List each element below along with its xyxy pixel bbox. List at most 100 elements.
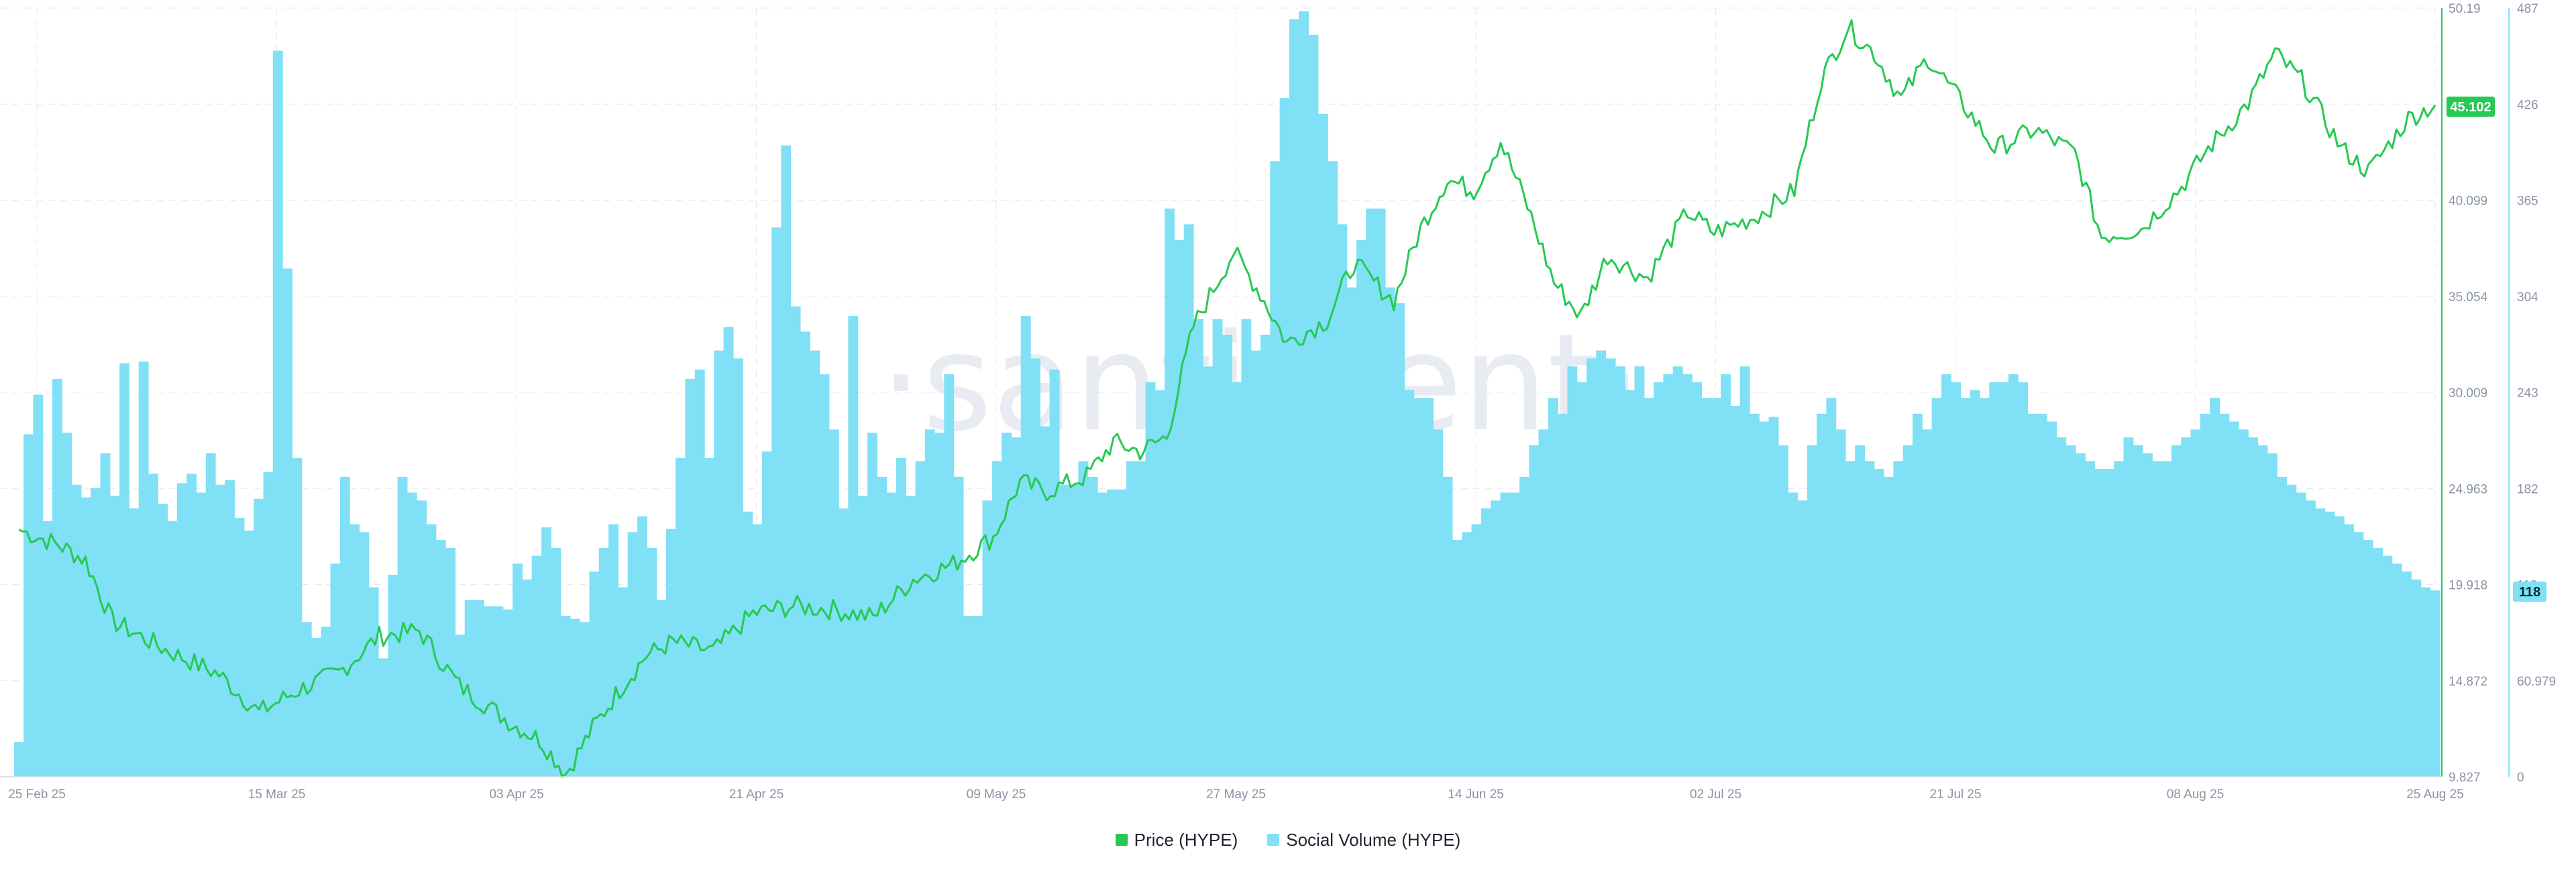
social-volume-bar xyxy=(694,369,705,777)
social-volume-bar xyxy=(953,476,964,777)
social-volume-bar xyxy=(474,600,484,777)
social-volume-bar xyxy=(618,587,629,777)
social-volume-bar xyxy=(129,508,140,777)
social-volume-bar xyxy=(1998,382,2009,777)
social-volume-bar xyxy=(2315,508,2326,777)
social-volume-bar xyxy=(1980,398,1990,777)
social-volume-bar xyxy=(877,476,888,777)
social-volume-bar xyxy=(656,600,667,777)
social-volume-bar xyxy=(1692,382,1703,777)
legend-item-price[interactable]: Price (HYPE) xyxy=(1115,830,1238,851)
social-volume-bar xyxy=(2286,484,2297,777)
social-volume-bar xyxy=(2190,429,2201,777)
social-volume-bar xyxy=(637,516,647,777)
social-volume-bar xyxy=(2133,445,2143,777)
social-volume-bar xyxy=(963,616,973,777)
legend: Price (HYPE) Social Volume (HYPE) xyxy=(0,826,2576,853)
social-volume-bar xyxy=(1855,445,1866,777)
social-volume-bar xyxy=(1318,113,1328,777)
social-volume-bar xyxy=(109,496,120,777)
social-volume-bar xyxy=(502,609,513,777)
social-volume-bar xyxy=(1960,398,1971,777)
social-volume-bar xyxy=(2123,437,2134,777)
social-volume-bar xyxy=(1078,461,1089,777)
social-volume-bar xyxy=(445,547,455,777)
social-volume-bar xyxy=(33,394,44,777)
social-volume-bar xyxy=(1011,437,1022,777)
social-volume-bar xyxy=(2248,437,2259,777)
x-tick-label: 02 Jul 25 xyxy=(1690,787,1741,802)
social-volume-bar xyxy=(215,484,225,777)
social-volume-bar xyxy=(2104,469,2114,777)
social-volume-bar xyxy=(1587,358,1597,777)
x-axis-ticks: 25 Feb 25 15 Mar 25 03 Apr 25 21 Apr 25 09 M… xyxy=(8,787,2464,802)
x-tick-label: 15 Mar 25 xyxy=(248,787,306,802)
social-volume-bar xyxy=(781,145,792,777)
social-volume-bar xyxy=(704,457,714,777)
social-volume-bar xyxy=(234,518,245,777)
social-volume-bar xyxy=(1721,374,1731,777)
social-volume-bar xyxy=(1711,398,1721,777)
social-volume-bar xyxy=(743,511,753,777)
price-tick-label: 30.009 xyxy=(2449,386,2487,400)
social-volume-bar xyxy=(1232,382,1242,777)
social-volume-bar xyxy=(598,547,609,777)
social-volume-bar xyxy=(2114,461,2125,777)
social-volume-bar xyxy=(1183,224,1194,777)
price-tick-label: 19.918 xyxy=(2449,579,2487,593)
social-volume-bar xyxy=(1049,369,1060,777)
social-volume-bar xyxy=(1519,476,1529,777)
social-volume-bar xyxy=(2037,413,2047,777)
social-volume-bar xyxy=(2239,429,2249,777)
price-tick-label: 50.19 xyxy=(2449,2,2481,16)
social-volume-bar xyxy=(982,500,993,777)
social-volume-bar xyxy=(119,363,129,777)
social-volume-bar xyxy=(1279,98,1290,777)
social-volume-bar xyxy=(1682,374,1693,777)
social-volume-bar xyxy=(1481,508,1491,777)
social-volume-bar xyxy=(158,503,168,777)
social-volume-bar xyxy=(1030,358,1040,777)
social-volume-bar xyxy=(1346,287,1357,777)
social-volume-bar xyxy=(1874,469,1884,777)
volume-badge-bg xyxy=(2513,582,2546,602)
social-volume-bar xyxy=(1308,35,1319,777)
social-volume-bar xyxy=(2056,437,2067,777)
social-volume-bar xyxy=(934,433,945,777)
social-volume-bar xyxy=(1750,413,1760,777)
social-volume-bar xyxy=(1356,239,1366,777)
social-volume-bar xyxy=(2430,590,2440,777)
social-volume-bar xyxy=(71,484,82,777)
social-volume-bar xyxy=(42,521,53,777)
social-volume-bar xyxy=(1730,406,1741,777)
social-volume-bar xyxy=(1538,429,1549,777)
social-volume-bar xyxy=(186,474,197,777)
social-volume-bar xyxy=(1165,208,1175,777)
legend-item-social-volume[interactable]: Social Volume (HYPE) xyxy=(1267,830,1460,851)
social-volume-bar xyxy=(435,540,446,777)
social-volume-bar xyxy=(1884,476,1894,777)
social-volume-bar xyxy=(2334,516,2345,777)
social-volume-bar xyxy=(1826,398,1837,777)
volume-tick-label: 0 xyxy=(2517,771,2524,785)
social-volume-bar xyxy=(100,453,111,777)
legend-swatch-social-volume xyxy=(1267,834,1280,846)
social-volume-bar xyxy=(148,474,158,777)
social-volume-bar xyxy=(1739,366,1750,777)
price-tick-label: 14.872 xyxy=(2449,675,2487,689)
social-volume-bar xyxy=(771,227,782,777)
social-volume-bar xyxy=(263,472,274,777)
x-tick-label: 21 Apr 25 xyxy=(729,787,784,802)
social-volume-bar xyxy=(1193,319,1203,777)
x-tick-label: 03 Apr 25 xyxy=(489,787,543,802)
social-volume-bar xyxy=(2210,398,2220,777)
social-volume-bar xyxy=(138,362,149,777)
social-volume-bar xyxy=(1835,429,1846,777)
social-volume-bar xyxy=(52,379,62,777)
social-volume-bar xyxy=(886,492,897,777)
social-volume-bar xyxy=(455,635,466,777)
social-volume-bar xyxy=(2152,461,2163,777)
social-volume-bar xyxy=(1145,382,1156,777)
social-volume-bar xyxy=(91,488,101,777)
social-volume-bar xyxy=(2402,571,2412,777)
